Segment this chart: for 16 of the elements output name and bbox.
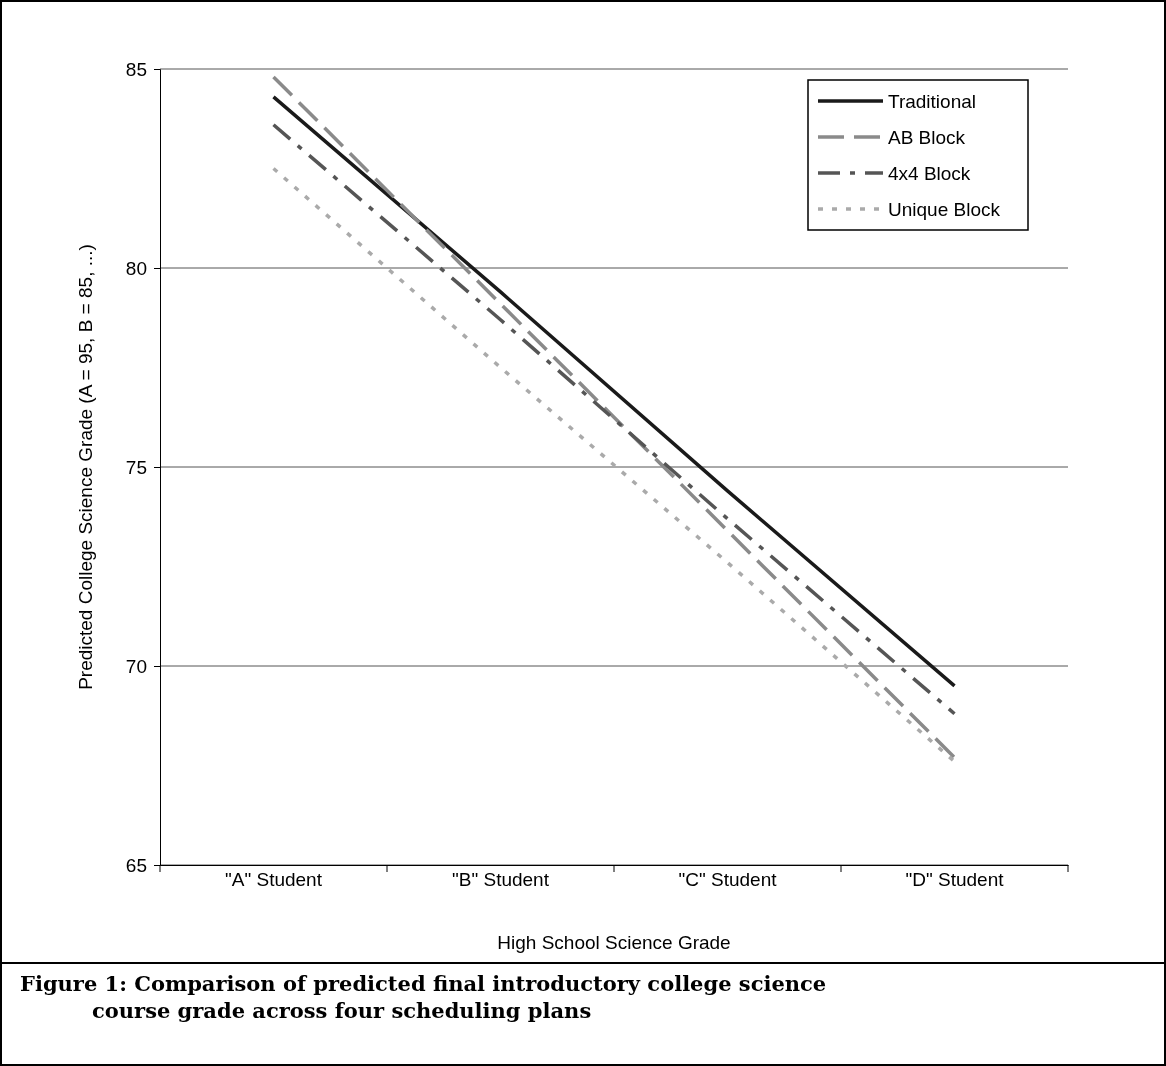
y-tick-label: 70 [125, 655, 147, 677]
y-tick-label: 85 [125, 58, 147, 80]
y-axis-title: Predicted College Science Grade (A = 95, B = 85, ...) [75, 244, 96, 690]
legend-label: Unique Block [888, 199, 1001, 220]
legend-label: 4x4 Block [888, 163, 971, 184]
y-tick-label: 75 [125, 456, 147, 478]
x-tick-label: "A" Student [225, 869, 323, 890]
legend-label: Traditional [888, 91, 977, 112]
y-tick-label: 65 [125, 854, 147, 876]
x-tick-label: "B" Student [452, 869, 550, 890]
caption: Figure 1: Comparison of predicted final introductory college science course grade across four scheduling plans [20, 970, 828, 1024]
x-axis-title: High School Science Grade [497, 932, 731, 953]
y-tick-label: 80 [125, 257, 147, 279]
legend-label: AB Block [888, 127, 966, 148]
x-tick-label: "C" Student [678, 869, 778, 890]
x-tick-label: "D" Student [905, 869, 1005, 890]
